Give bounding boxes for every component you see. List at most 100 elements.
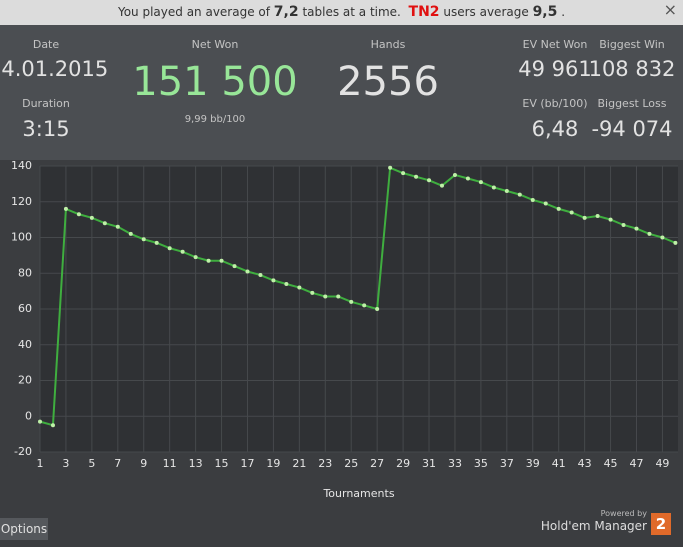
stats-panel: Date 24.01.2015 Duration 3:15 Net Won 15… [0,25,683,160]
data-point [465,176,470,181]
data-point [582,215,587,220]
data-point [414,174,419,179]
powered-by: Powered by [600,509,647,518]
x-axis-label: Tournaments [322,487,394,500]
stat-value: -94 074 [591,117,673,141]
x-tick-label: 13 [189,457,203,470]
stat-label: EV Net Won [522,38,588,51]
data-point [271,278,276,283]
data-point [517,192,522,197]
x-tick-label: 21 [292,457,306,470]
data-point [349,299,354,304]
logo: 2 [651,513,671,535]
data-point [634,226,639,231]
y-tick-label: -20 [14,445,32,458]
data-point [245,269,250,274]
x-tick-label: 33 [448,457,462,470]
x-tick-label: 19 [266,457,280,470]
y-tick-label: 140 [11,160,32,172]
data-point [530,197,535,202]
data-point [232,264,237,269]
y-tick-label: 60 [18,302,32,315]
x-tick-label: 37 [500,457,514,470]
x-tick-label: 11 [163,457,177,470]
data-point [128,231,133,236]
stat-label: Date [32,38,60,51]
data-point [102,221,107,226]
data-point [323,294,328,299]
data-point [154,240,159,245]
data-point [310,290,315,295]
x-tick-label: 41 [552,457,566,470]
data-point [647,231,652,236]
data-point [141,237,146,242]
data-point [569,210,574,215]
data-point [660,235,665,240]
series-line [39,166,676,427]
stat-value: 3:15 [22,117,70,141]
close-button[interactable]: × [663,0,677,19]
data-point [38,419,42,424]
stat-label: Hands [370,38,406,51]
data-point [673,240,678,245]
stat-label: Biggest Loss [597,97,667,110]
x-tick-label: 3 [62,457,69,470]
data-point [115,224,120,229]
stat-value: 108 832 [588,57,676,81]
x-tick-label: 31 [422,457,436,470]
x-tick-label: 7 [114,457,121,470]
stat-value: 24.01.2015 [0,57,109,81]
x-tick-label: 17 [240,457,254,470]
data-point [478,180,483,185]
y-tick-label: 20 [18,374,32,387]
data-point [50,423,55,428]
data-point [63,206,68,211]
x-tick-label: 9 [140,457,147,470]
x-tick-label: 15 [215,457,229,470]
data-point [608,217,613,222]
data-point [89,215,94,220]
banner-text: tables at a time. [302,5,401,19]
data-point [284,281,289,286]
x-tick-label: 23 [318,457,332,470]
data-point [491,185,496,190]
banner-text: You played an average of [117,5,270,19]
stat-value: 2556 [337,59,439,105]
x-tick-label: 5 [88,457,95,470]
stat-value: 6,48 [531,117,579,141]
data-point [556,206,561,211]
y-tick-label: 80 [18,266,32,279]
data-point [258,273,263,278]
options-button[interactable]: Options [0,518,48,540]
x-tick-label: 47 [630,457,644,470]
x-tick-label: 35 [474,457,488,470]
y-tick-label: 120 [11,195,32,208]
brand: Hold'em Manager [540,519,647,533]
stat-label: EV (bb/100) [522,97,588,110]
y-tick-label: 100 [11,231,32,244]
data-point [543,201,548,206]
y-tick-label: 40 [18,338,32,351]
data-point [180,249,185,254]
x-tick-label: 45 [604,457,618,470]
data-point [595,214,600,219]
data-point [336,294,341,299]
banner-value: 9,5 [532,4,558,20]
data-point [206,258,211,263]
stat-value: 9,99 bb/100 [184,114,246,125]
data-point [297,285,302,290]
data-point [76,212,81,217]
x-tick-label: 43 [578,457,592,470]
stat-label: Biggest Win [599,38,665,51]
y-tick-label: 0 [25,409,32,422]
data-point [362,303,367,308]
banner-value: 7,2 [273,4,299,20]
data-point [427,178,432,183]
x-tick-label: 27 [370,457,384,470]
stat-label: Duration [22,97,70,110]
data-point [219,258,224,263]
data-point [388,165,393,170]
data-point [439,183,444,188]
stat-label: Net Won [191,38,239,51]
